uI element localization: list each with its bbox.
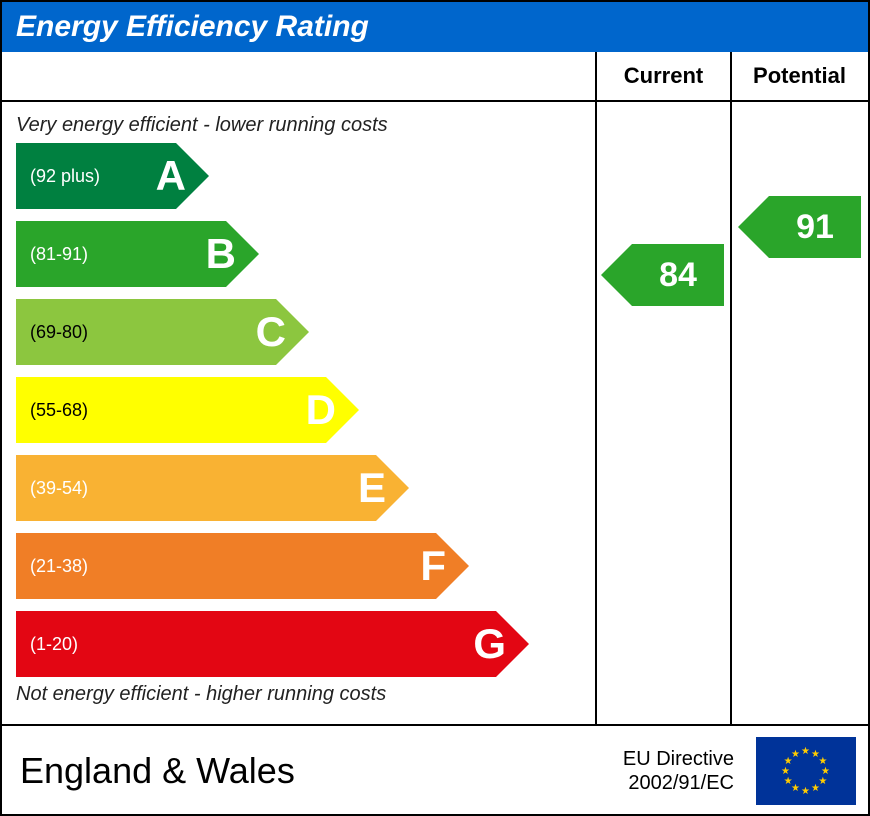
eu-star-icon: ★ — [801, 786, 810, 797]
bands-container: (92 plus) A (81-91) B (69-80) C (55-68) D (39-54… — [16, 143, 581, 677]
directive-line1: EU Directive — [623, 747, 734, 771]
band-bar-f: (21-38)F — [16, 533, 436, 599]
band-letter-a: A — [156, 152, 186, 200]
band-letter-g: G — [473, 620, 506, 668]
band-g: (1-20) G — [16, 611, 581, 677]
eu-star-icon: ★ — [784, 776, 793, 787]
header-potential: Potential — [732, 52, 867, 100]
band-bar-c: (69-80)C — [16, 299, 276, 365]
chart-area: Very energy efficient - lower running co… — [2, 102, 597, 724]
band-b: (81-91) B — [16, 221, 581, 287]
title-bar: Energy Efficiency Rating — [2, 2, 868, 52]
directive-line2: 2002/91/EC — [623, 771, 734, 795]
eu-stars: ★★★★★★★★★★★★ — [781, 746, 831, 796]
footer-row: England & Wales EU Directive 2002/91/EC … — [2, 724, 868, 816]
header-row: Current Potential — [2, 52, 868, 102]
eu-flag-icon: ★★★★★★★★★★★★ — [756, 737, 856, 805]
body-row: Very energy efficient - lower running co… — [2, 102, 868, 724]
current-marker: 84 — [632, 244, 724, 306]
header-spacer — [2, 52, 597, 100]
eu-star-icon: ★ — [801, 746, 810, 757]
epc-chart: Energy Efficiency Rating Current Potenti… — [0, 0, 870, 816]
potential-marker: 91 — [769, 196, 861, 258]
band-letter-e: E — [358, 464, 386, 512]
eu-star-icon: ★ — [811, 783, 820, 794]
band-bar-b: (81-91)B — [16, 221, 226, 287]
band-c: (69-80) C — [16, 299, 581, 365]
band-range-e: (39-54) — [30, 478, 88, 499]
band-range-g: (1-20) — [30, 634, 78, 655]
band-letter-d: D — [306, 386, 336, 434]
band-d: (55-68) D — [16, 377, 581, 443]
header-current: Current — [597, 52, 732, 100]
band-bar-a: (92 plus)A — [16, 143, 176, 209]
band-a: (92 plus) A — [16, 143, 581, 209]
band-range-f: (21-38) — [30, 556, 88, 577]
band-range-b: (81-91) — [30, 244, 88, 265]
current-column: 84 — [597, 102, 732, 724]
band-letter-b: B — [206, 230, 236, 278]
band-bar-g: (1-20)G — [16, 611, 496, 677]
band-range-c: (69-80) — [30, 322, 88, 343]
band-range-d: (55-68) — [30, 400, 88, 421]
eu-star-icon: ★ — [781, 766, 790, 777]
band-letter-c: C — [256, 308, 286, 356]
caption-bottom: Not energy efficient - higher running co… — [16, 677, 581, 708]
current-value: 84 — [659, 256, 697, 295]
caption-top: Very energy efficient - lower running co… — [16, 112, 581, 143]
band-f: (21-38) F — [16, 533, 581, 599]
band-letter-f: F — [420, 542, 446, 590]
eu-star-icon: ★ — [791, 749, 800, 760]
band-bar-d: (55-68)D — [16, 377, 326, 443]
potential-column: 91 — [732, 102, 867, 724]
title-text: Energy Efficiency Rating — [16, 10, 369, 43]
band-e: (39-54) E — [16, 455, 581, 521]
band-range-a: (92 plus) — [30, 166, 100, 187]
footer-directive: EU Directive 2002/91/EC — [623, 747, 744, 795]
band-bar-e: (39-54)E — [16, 455, 376, 521]
potential-value: 91 — [796, 208, 834, 247]
footer-region: England & Wales — [2, 750, 623, 792]
